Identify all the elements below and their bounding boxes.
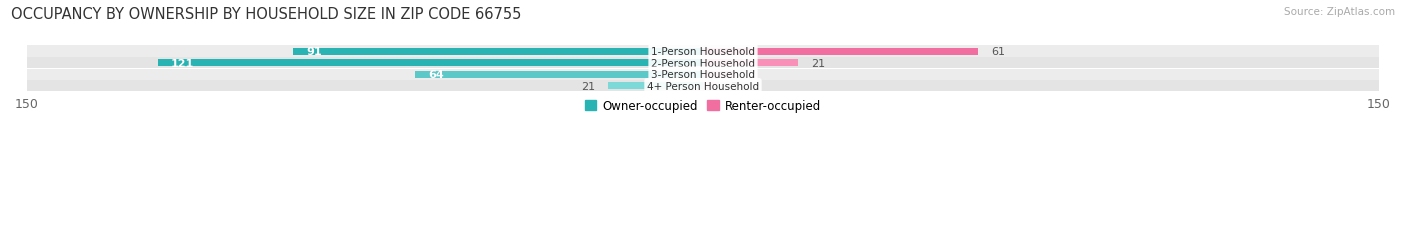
Bar xyxy=(292,48,703,55)
Text: 21: 21 xyxy=(581,81,595,91)
Bar xyxy=(703,71,734,78)
Text: 121: 121 xyxy=(172,58,194,68)
Bar xyxy=(415,71,703,78)
Text: 64: 64 xyxy=(427,70,444,80)
Bar xyxy=(27,58,1379,69)
Text: 1-Person Household: 1-Person Household xyxy=(651,47,755,57)
Bar xyxy=(27,81,1379,92)
Bar xyxy=(609,83,703,90)
Bar xyxy=(157,60,703,67)
Text: Source: ZipAtlas.com: Source: ZipAtlas.com xyxy=(1284,7,1395,17)
Text: 3-Person Household: 3-Person Household xyxy=(651,70,755,80)
Bar xyxy=(703,48,979,55)
Bar xyxy=(27,46,1379,58)
Text: 3: 3 xyxy=(730,81,737,91)
Text: 7: 7 xyxy=(748,70,755,80)
Bar xyxy=(27,69,1379,80)
Text: 21: 21 xyxy=(811,58,825,68)
Text: OCCUPANCY BY OWNERSHIP BY HOUSEHOLD SIZE IN ZIP CODE 66755: OCCUPANCY BY OWNERSHIP BY HOUSEHOLD SIZE… xyxy=(11,7,522,22)
Text: 61: 61 xyxy=(991,47,1005,57)
Legend: Owner-occupied, Renter-occupied: Owner-occupied, Renter-occupied xyxy=(579,95,827,117)
Text: 2-Person Household: 2-Person Household xyxy=(651,58,755,68)
Bar xyxy=(703,83,717,90)
Text: 91: 91 xyxy=(307,47,322,57)
Bar xyxy=(703,60,797,67)
Text: 4+ Person Household: 4+ Person Household xyxy=(647,81,759,91)
